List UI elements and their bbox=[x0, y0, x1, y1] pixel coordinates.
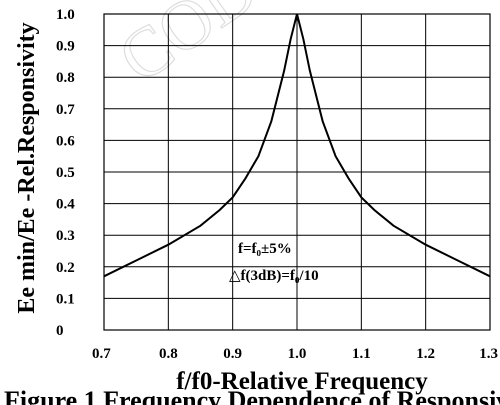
data-point bbox=[270, 120, 272, 122]
y-tick-label: 0 bbox=[56, 323, 64, 339]
data-point bbox=[373, 209, 375, 211]
x-tick-label: 0.9 bbox=[223, 346, 242, 362]
data-point bbox=[232, 196, 234, 198]
y-tick-label: 0.9 bbox=[56, 39, 75, 55]
data-point bbox=[219, 209, 221, 211]
data-point bbox=[360, 196, 362, 198]
data-point bbox=[322, 120, 324, 122]
data-point bbox=[457, 259, 459, 261]
x-tick-label: 1.3 bbox=[479, 346, 498, 362]
figure-caption: Figure 1 Frequency Dependence of Respons… bbox=[4, 386, 500, 405]
x-tick-label: 1.0 bbox=[288, 346, 307, 362]
data-point bbox=[200, 225, 201, 227]
data-point bbox=[347, 177, 349, 179]
y-tick-label: 0.8 bbox=[56, 70, 75, 86]
watermark-text: CODT bbox=[105, 0, 306, 99]
data-point bbox=[393, 225, 394, 227]
annotation-bandwidth: △f(3dB)=f₀/10 bbox=[229, 268, 319, 284]
data-point bbox=[489, 275, 491, 277]
x-tick-label: 1.1 bbox=[352, 346, 371, 362]
data-point bbox=[135, 259, 137, 261]
y-axis-title: Ee min/Ee -Rel.Responsivity bbox=[14, 22, 40, 313]
x-tick-labels: 0.7 0.8 0.9 1.0 1.1 1.2 1.3 bbox=[92, 346, 498, 362]
data-point bbox=[335, 155, 337, 157]
data-point bbox=[425, 244, 427, 246]
x-tick-label: 0.8 bbox=[159, 346, 178, 362]
data-point bbox=[257, 155, 259, 157]
series-points bbox=[103, 13, 491, 277]
y-tick-label: 0.7 bbox=[56, 102, 75, 118]
y-tick-label: 0.3 bbox=[56, 228, 75, 244]
x-tick-label: 0.7 bbox=[92, 346, 111, 362]
data-point bbox=[296, 13, 298, 15]
y-tick-label: 0.2 bbox=[56, 260, 75, 276]
y-tick-labels: 0 0.1 0.2 0.3 0.4 0.5 0.6 0.7 0.8 0.9 1.0 bbox=[56, 7, 75, 339]
data-point bbox=[309, 70, 311, 72]
data-point bbox=[103, 275, 105, 277]
x-axis-title: f/f0-Relative Frequency bbox=[176, 368, 428, 395]
y-tick-label: 0.5 bbox=[56, 165, 75, 181]
x-tick-label: 1.2 bbox=[416, 346, 435, 362]
data-point bbox=[302, 38, 304, 40]
data-point bbox=[167, 244, 169, 246]
y-tick-label: 1.0 bbox=[56, 7, 75, 23]
data-point bbox=[245, 177, 247, 179]
y-tick-label: 0.6 bbox=[56, 133, 75, 149]
svg-text:CODT: CODT bbox=[106, 0, 306, 98]
data-point bbox=[283, 70, 285, 72]
y-tick-label: 0.4 bbox=[56, 197, 75, 213]
data-point bbox=[290, 38, 292, 40]
annotation-tolerance: f=f₀±5% bbox=[238, 241, 292, 257]
y-tick-label: 0.1 bbox=[56, 291, 75, 307]
